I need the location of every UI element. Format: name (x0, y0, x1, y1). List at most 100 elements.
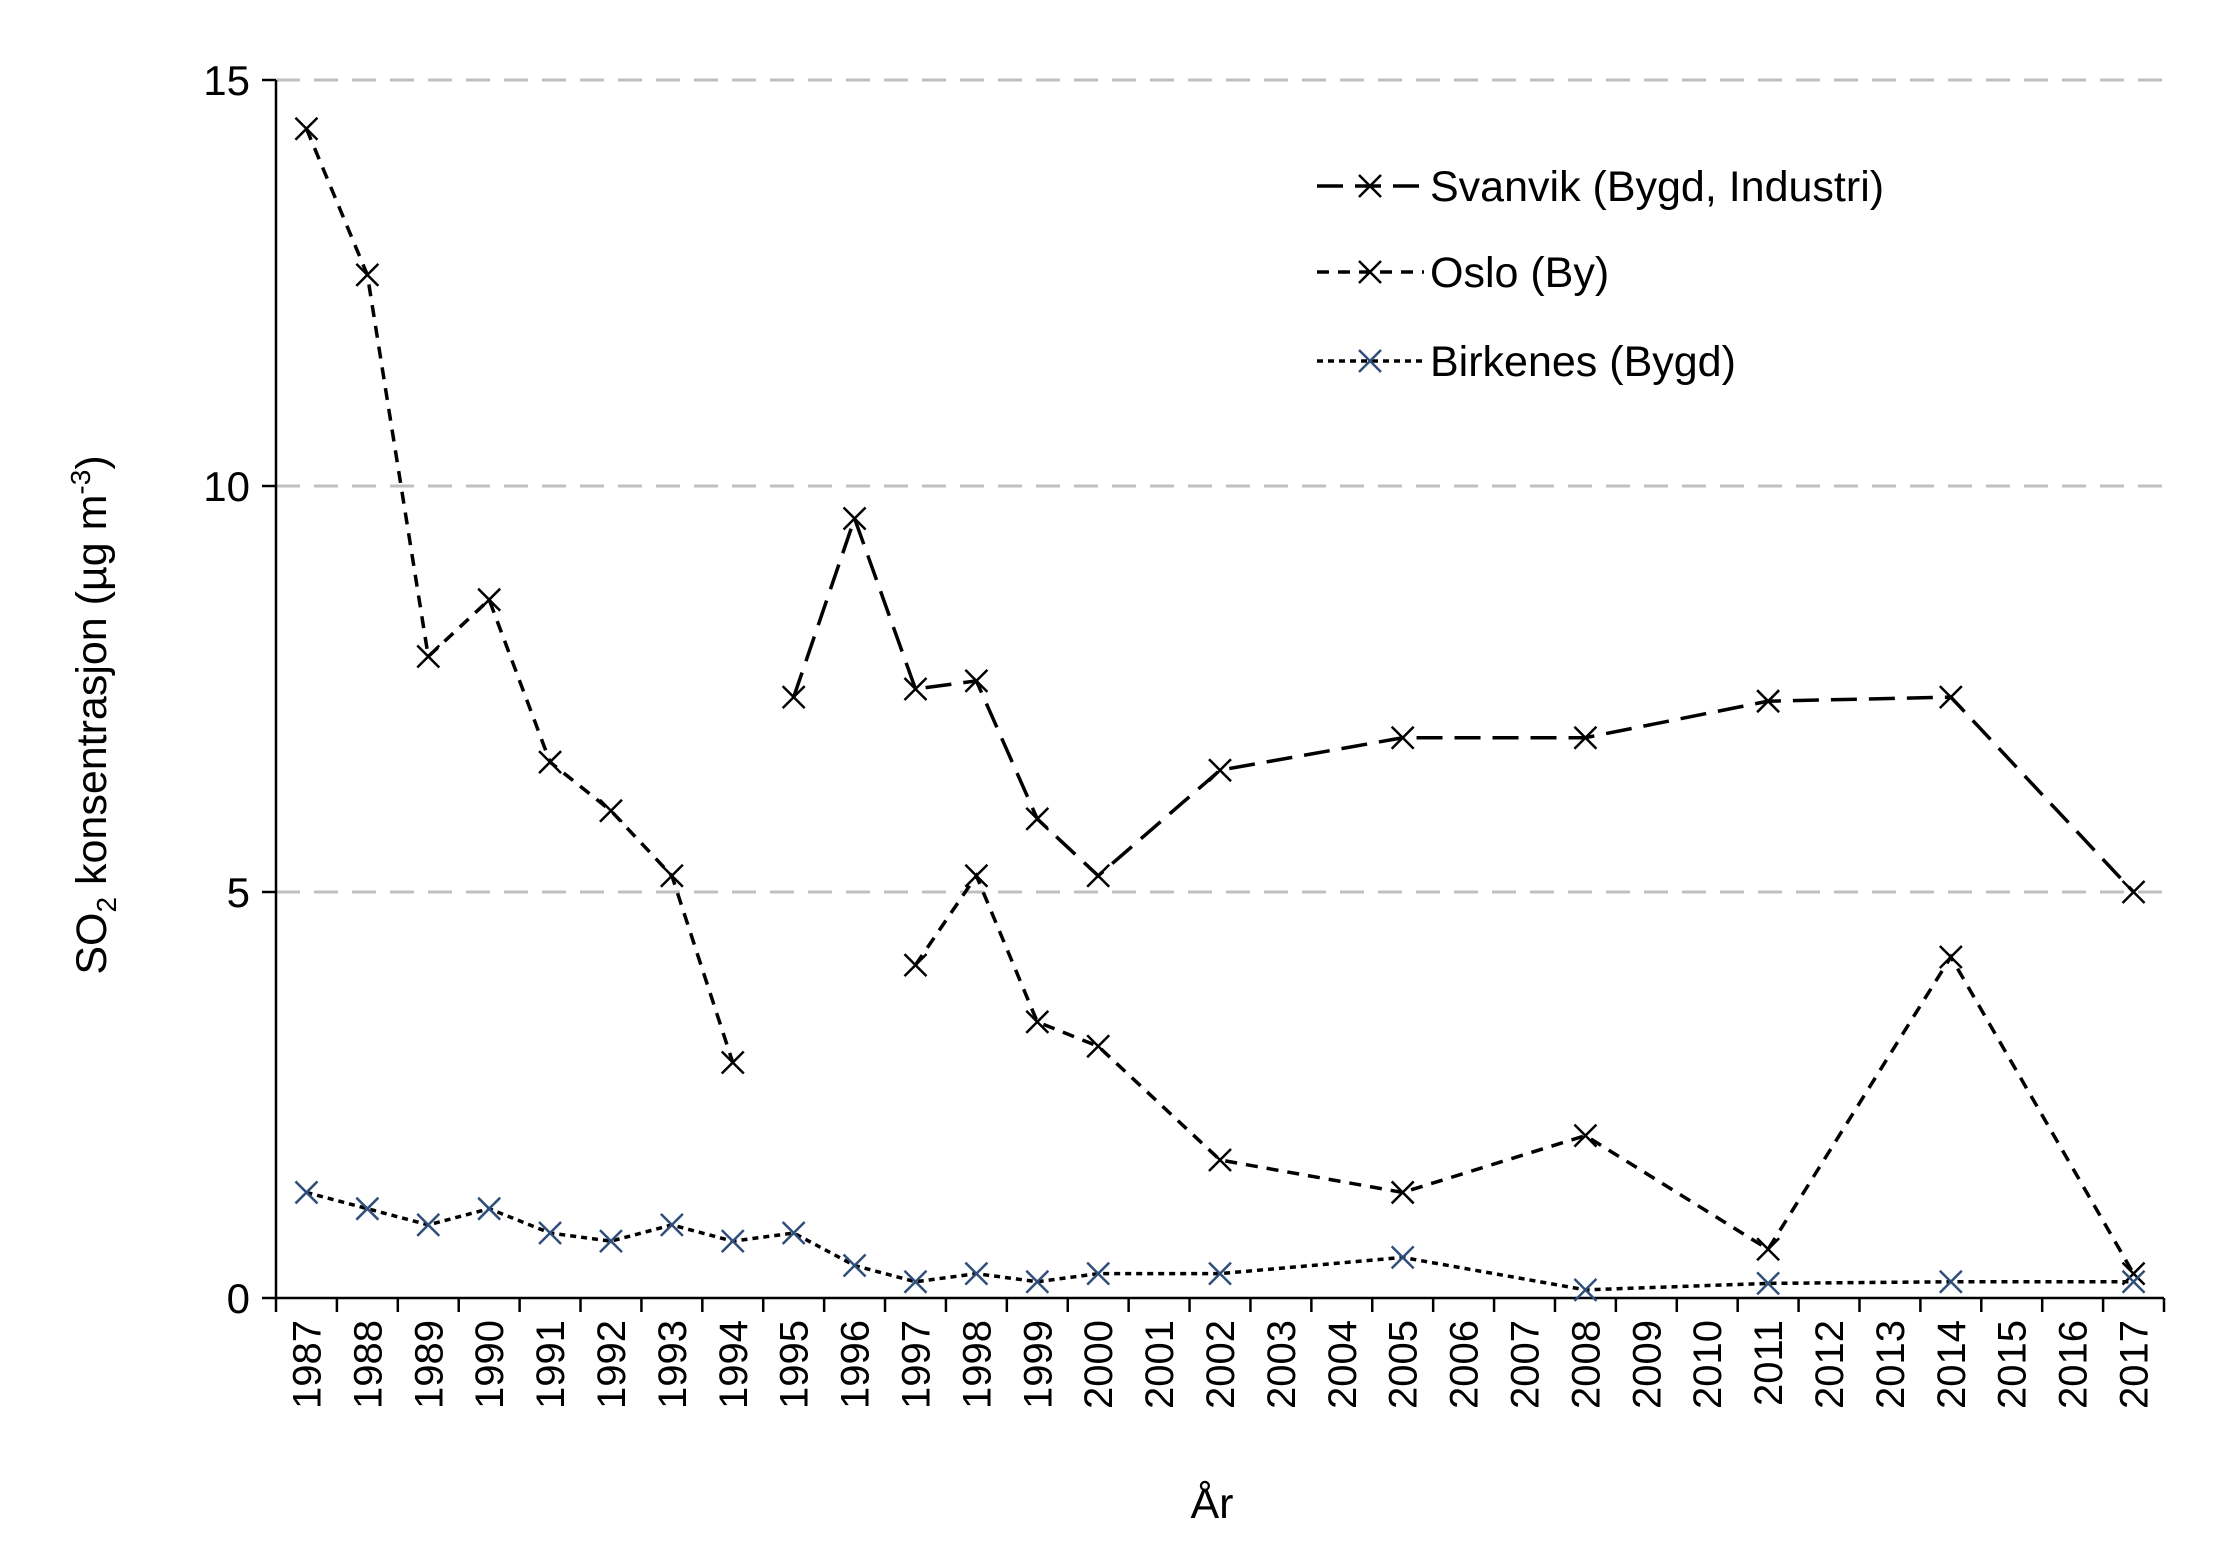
data-point-marker (964, 1261, 989, 1286)
data-point-marker (903, 953, 928, 977)
x-tick-label: 1989 (407, 1320, 451, 1409)
x-tick-label: 2006 (1443, 1320, 1487, 1409)
y-title-sub: 2 (91, 897, 122, 913)
y-title-sup: -3 (65, 470, 96, 495)
y-title-main: SO (68, 913, 116, 975)
series-layer (294, 116, 2146, 1302)
data-point-marker (1938, 945, 1963, 969)
x-tick-label: 2008 (1564, 1320, 1608, 1409)
x-tick-label: 1988 (346, 1320, 390, 1409)
data-point-marker (477, 1196, 502, 1221)
data-point-marker (599, 1229, 623, 1254)
series-2 (294, 1180, 2146, 1302)
x-tick-label: 1990 (468, 1320, 512, 1409)
data-point-marker (1573, 1277, 1598, 1302)
data-point-marker (1025, 807, 1050, 831)
legend-marker (1358, 174, 1382, 198)
data-point-marker (1208, 1261, 1232, 1286)
x-tick-label: 2003 (1260, 1320, 1304, 1409)
data-point-marker (1390, 1245, 1415, 1270)
legend-item: Oslo (By) (1317, 249, 1609, 297)
data-point-marker (1025, 1269, 1050, 1294)
data-point-marker (659, 1213, 684, 1237)
x-tick-label: 1987 (285, 1320, 329, 1409)
series-1 (294, 116, 2146, 1286)
x-tick-label: 1998 (955, 1320, 999, 1409)
legend: Svanvik (Bygd, Industri) Oslo (By) Birkene… (1317, 163, 1884, 386)
data-point-marker (355, 262, 380, 287)
data-point-marker (2121, 1269, 2146, 1294)
data-point-marker (1756, 1237, 1781, 1262)
data-point-marker (1938, 1269, 1963, 1294)
data-point-marker (1573, 1123, 1598, 1148)
x-tick-label: 1997 (894, 1320, 938, 1409)
x-tick-label: 2001 (1138, 1320, 1182, 1409)
data-point-marker (416, 644, 441, 669)
legend-label: Birkenes (Bygd) (1430, 338, 1736, 386)
series-0 (781, 506, 2146, 904)
axes: 0 5 10 15 1987 1988 1989 1990 1991 1992 1993 1994 19… (203, 57, 2166, 1409)
x-tick-label: 2017 (2113, 1320, 2157, 1409)
x-tick-label: 2007 (1504, 1320, 1548, 1409)
x-tick-label: 1991 (529, 1320, 573, 1409)
x-tick-label: 2000 (1077, 1320, 1121, 1409)
y-axis-title: SO2 konsentrasjon (µg m-3) (65, 455, 122, 974)
data-point-marker (1756, 689, 1781, 714)
data-point-marker (1390, 725, 1415, 750)
data-point-marker (416, 1213, 441, 1237)
x-tick-label: 1999 (1016, 1320, 1060, 1409)
series-line (306, 1190, 2134, 1292)
legend-label: Svanvik (Bygd, Industri) (1430, 163, 1884, 211)
y-title-rest: konsentrasjon (µg m (68, 495, 116, 897)
x-tick-label: 2016 (2052, 1320, 2096, 1409)
data-point-marker (1086, 863, 1111, 888)
data-point-marker (538, 1221, 562, 1245)
legend-item: Birkenes (Bygd) (1317, 338, 1736, 386)
x-tick-label: 1994 (712, 1320, 756, 1409)
x-tick-label: 2013 (1869, 1320, 1913, 1409)
data-point-marker (903, 1269, 928, 1294)
x-tick-label: 2011 (1747, 1320, 1791, 1406)
x-tick-label: 2010 (1686, 1320, 1730, 1409)
legend-item: Svanvik (Bygd, Industri) (1317, 163, 1884, 211)
data-point-marker (1573, 725, 1598, 750)
x-tick-label: 2005 (1382, 1320, 1426, 1409)
y-tick-label: 0 (227, 1275, 250, 1322)
data-point-marker (781, 685, 806, 710)
data-point-marker (294, 116, 319, 141)
x-tick-label: 1995 (773, 1320, 817, 1409)
x-tick-label: 2015 (1991, 1320, 2035, 1409)
x-tick-label: 2009 (1625, 1320, 1669, 1409)
y-tick-label: 10 (203, 463, 250, 510)
x-tick-label: 1996 (834, 1320, 878, 1409)
data-point-marker (538, 750, 562, 774)
data-point-marker (1756, 1271, 1781, 1296)
data-point-marker (1390, 1180, 1415, 1205)
data-point-marker (355, 1196, 380, 1221)
x-axis-title: År (1191, 1480, 1234, 1528)
x-tick-label: 2012 (1808, 1320, 1852, 1409)
data-point-marker (599, 798, 623, 823)
data-point-marker (720, 1050, 745, 1075)
legend-marker (1358, 349, 1382, 373)
data-point-marker (842, 506, 867, 531)
data-point-marker (1025, 1010, 1050, 1034)
x-tick-label: 2014 (1930, 1320, 1974, 1409)
data-point-marker (903, 677, 928, 701)
data-point-marker (659, 863, 684, 888)
legend-label: Oslo (By) (1430, 249, 1609, 297)
x-tick-label: 1993 (651, 1320, 695, 1409)
y-tick-label: 5 (227, 869, 250, 916)
x-tick-label: 2002 (1199, 1320, 1243, 1409)
y-title-end: ) (68, 455, 116, 469)
data-point-marker (842, 1253, 867, 1278)
x-tick-label: 2004 (1321, 1320, 1365, 1409)
series-line (792, 513, 2135, 894)
data-point-marker (294, 1180, 319, 1205)
legend-marker (1358, 260, 1382, 284)
data-point-marker (720, 1229, 745, 1254)
data-point-marker (1208, 1148, 1232, 1172)
data-point-marker (781, 1221, 806, 1245)
gridlines (276, 78, 2164, 894)
